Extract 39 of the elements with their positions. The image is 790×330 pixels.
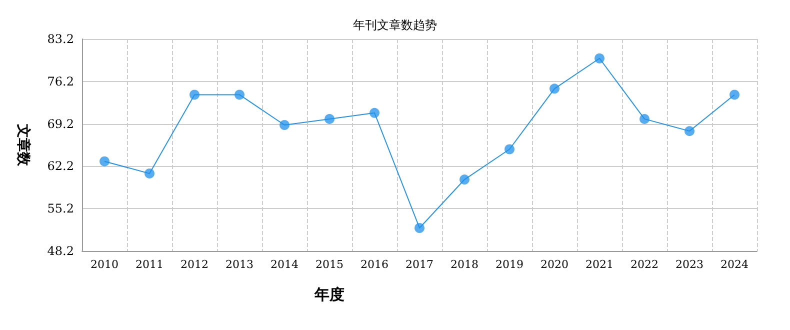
point — [234, 90, 244, 100]
x-tick-label: 2018 — [450, 258, 478, 271]
point — [324, 114, 334, 124]
point — [550, 84, 560, 94]
x-tick-label: 2017 — [406, 258, 434, 271]
x-tick-label: 2012 — [180, 258, 208, 271]
chart-title: 年刊文章数趋势 — [353, 18, 437, 32]
point — [144, 168, 154, 178]
x-tick-label: 2019 — [496, 258, 524, 271]
point — [460, 174, 470, 185]
point — [594, 53, 604, 64]
x-tick-label: 2010 — [90, 258, 118, 271]
point — [504, 144, 514, 154]
x-axis-title: 年度 — [314, 286, 344, 304]
x-tick-label: 2013 — [226, 258, 254, 271]
y-tick-label: 69.2 — [47, 116, 74, 131]
x-tick-label: 2021 — [586, 258, 614, 271]
y-tick-label: 55.2 — [47, 202, 74, 216]
point — [190, 90, 200, 100]
y-axis-title: 文章数 — [15, 123, 32, 167]
point — [730, 90, 740, 100]
x-tick-label: 2011 — [136, 258, 164, 271]
point — [684, 126, 694, 136]
point — [370, 108, 380, 118]
x-tick-label: 2015 — [316, 258, 344, 271]
y-tick-label: 48.2 — [47, 244, 74, 258]
x-tick-label: 2023 — [676, 258, 704, 271]
x-tick-label: 2024 — [720, 258, 748, 271]
point — [280, 120, 290, 130]
x-tick-label: 2020 — [540, 258, 568, 271]
point — [414, 222, 424, 233]
x-tick-label: 2016 — [360, 258, 388, 271]
y-tick-label: 62.2 — [47, 159, 74, 174]
point — [640, 114, 650, 124]
point — [100, 156, 110, 166]
x-tick-label: 2014 — [270, 258, 298, 271]
x-tick-label: 2022 — [630, 258, 658, 271]
y-tick-label: 76.2 — [47, 74, 74, 88]
y-tick-label: 83.2 — [47, 32, 74, 46]
